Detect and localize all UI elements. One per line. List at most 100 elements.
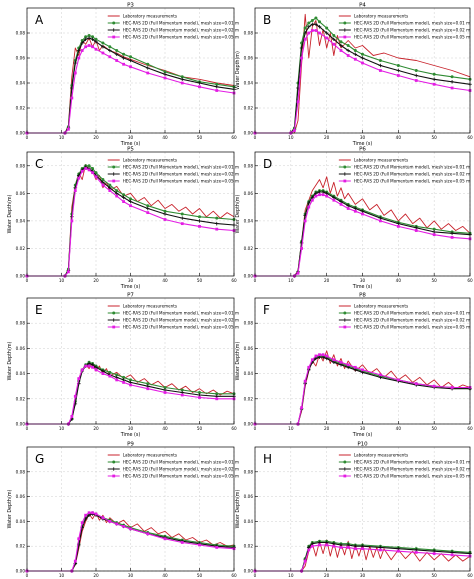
- data-point: [432, 230, 436, 234]
- data-point: [108, 45, 112, 49]
- data-point: [80, 521, 84, 525]
- legend-mesh-002-label: HEC-RAS 2D (Full Momentum model), mesh s…: [123, 467, 239, 472]
- data-point: [146, 71, 150, 75]
- data-point: [198, 215, 201, 219]
- data-point: [353, 52, 358, 57]
- data-point: [314, 194, 318, 198]
- circle-marker-icon: [112, 311, 116, 315]
- panel-letter: D: [263, 157, 272, 171]
- data-point: [303, 219, 307, 223]
- y-axis-label: Water Depth(m): [235, 342, 241, 381]
- x-tick-label: 50: [197, 426, 203, 431]
- legend-lab-label: Laboratory measurements: [123, 14, 177, 19]
- y-tick-label: 0.02: [16, 106, 26, 111]
- square-marker-icon: [343, 325, 347, 329]
- legend-mesh-005-label: HEC-RAS 2D (Full Momentum model), mesh s…: [123, 325, 239, 330]
- legend-mesh-005-label: HEC-RAS 2D (Full Momentum model), mesh s…: [123, 474, 239, 479]
- data-point: [163, 209, 167, 213]
- y-tick-label: 0.04: [244, 371, 254, 376]
- data-point: [378, 63, 383, 68]
- x-axis-label: Time (s): [352, 141, 373, 147]
- data-point: [396, 378, 400, 382]
- square-marker-icon: [112, 179, 116, 183]
- y-tick-label: 0.08: [16, 321, 26, 326]
- y-tick-label: 0.06: [244, 191, 254, 196]
- data-point: [91, 45, 94, 49]
- x-tick-label: 40: [396, 278, 402, 283]
- y-tick-label: 0.08: [16, 469, 26, 474]
- x-tick-label: 0: [26, 135, 29, 140]
- data-point: [361, 547, 364, 551]
- data-point: [450, 86, 454, 90]
- x-tick-label: 20: [324, 573, 330, 578]
- panel-letter: E: [35, 303, 43, 317]
- data-point: [198, 225, 201, 228]
- data-point: [450, 79, 454, 84]
- data-point: [122, 381, 125, 384]
- series-line: [255, 194, 471, 277]
- data-point: [332, 42, 336, 46]
- x-tick-label: 40: [162, 135, 168, 140]
- legend-lab-label: Laboratory measurements: [123, 158, 177, 163]
- data-point: [163, 391, 167, 394]
- data-point: [215, 546, 219, 549]
- data-point: [314, 22, 318, 27]
- data-point: [215, 392, 219, 396]
- plus-marker-icon: [343, 28, 347, 32]
- data-point: [114, 191, 119, 196]
- data-point: [94, 512, 98, 516]
- data-point: [310, 198, 314, 202]
- data-point: [163, 72, 167, 77]
- x-tick-label: 30: [128, 573, 134, 578]
- data-point: [296, 100, 300, 104]
- data-point: [180, 393, 184, 397]
- data-point: [414, 69, 418, 72]
- x-tick-label: 60: [467, 135, 473, 140]
- data-point: [450, 236, 454, 239]
- data-point: [87, 34, 91, 37]
- legend: Laboratory measurements HEC-RAS 2D (Full …: [338, 453, 470, 479]
- data-point: [346, 363, 350, 367]
- x-tick-label: 0: [254, 573, 257, 578]
- data-point: [214, 84, 219, 89]
- x-tick-label: 20: [324, 426, 330, 431]
- data-point: [101, 44, 105, 49]
- y-tick-label: 0.08: [244, 321, 254, 326]
- series-line: [255, 544, 471, 572]
- circle-marker-icon: [112, 165, 116, 169]
- y-tick-label: 0.00: [244, 131, 254, 136]
- data-point: [87, 364, 91, 368]
- data-point: [197, 81, 202, 85]
- legend: Laboratory measurements HEC-RAS 2D (Full …: [338, 304, 470, 330]
- data-point: [214, 221, 219, 226]
- legend-lab-label: Laboratory measurements: [354, 453, 408, 458]
- panel-title: P4: [359, 3, 366, 9]
- data-point: [122, 62, 125, 66]
- x-tick-label: 0: [26, 573, 29, 578]
- data-point: [450, 553, 454, 557]
- panel-title: P7: [127, 293, 134, 299]
- data-point: [108, 520, 112, 523]
- data-point: [115, 49, 119, 52]
- legend-lab-label: Laboratory measurements: [123, 304, 177, 309]
- data-point: [108, 189, 112, 192]
- data-point: [198, 543, 201, 547]
- legend-mesh-001-label: HEC-RAS 2D (Full Momentum model), mesh s…: [354, 311, 470, 316]
- x-tick-label: 10: [59, 278, 65, 283]
- plot-frame: [26, 446, 235, 572]
- panel-c: 0 10 20 30 40 50 60 0.00 0.02 0.04 0.06 0.08 P5 C Time…: [7, 147, 239, 291]
- data-point: [332, 358, 336, 362]
- data-point: [146, 387, 150, 391]
- plus-marker-icon: [343, 318, 347, 322]
- y-tick-label: 0.02: [244, 396, 254, 401]
- panel-letter: A: [35, 13, 44, 27]
- x-tick-label: 10: [59, 426, 65, 431]
- data-point: [314, 16, 318, 20]
- y-tick-label: 0.04: [16, 371, 26, 376]
- data-point: [101, 180, 105, 185]
- x-tick-label: 30: [360, 135, 366, 140]
- legend-mesh-002-label: HEC-RAS 2D (Full Momentum model), mesh s…: [354, 318, 470, 323]
- data-point: [87, 168, 91, 172]
- data-point: [146, 211, 150, 215]
